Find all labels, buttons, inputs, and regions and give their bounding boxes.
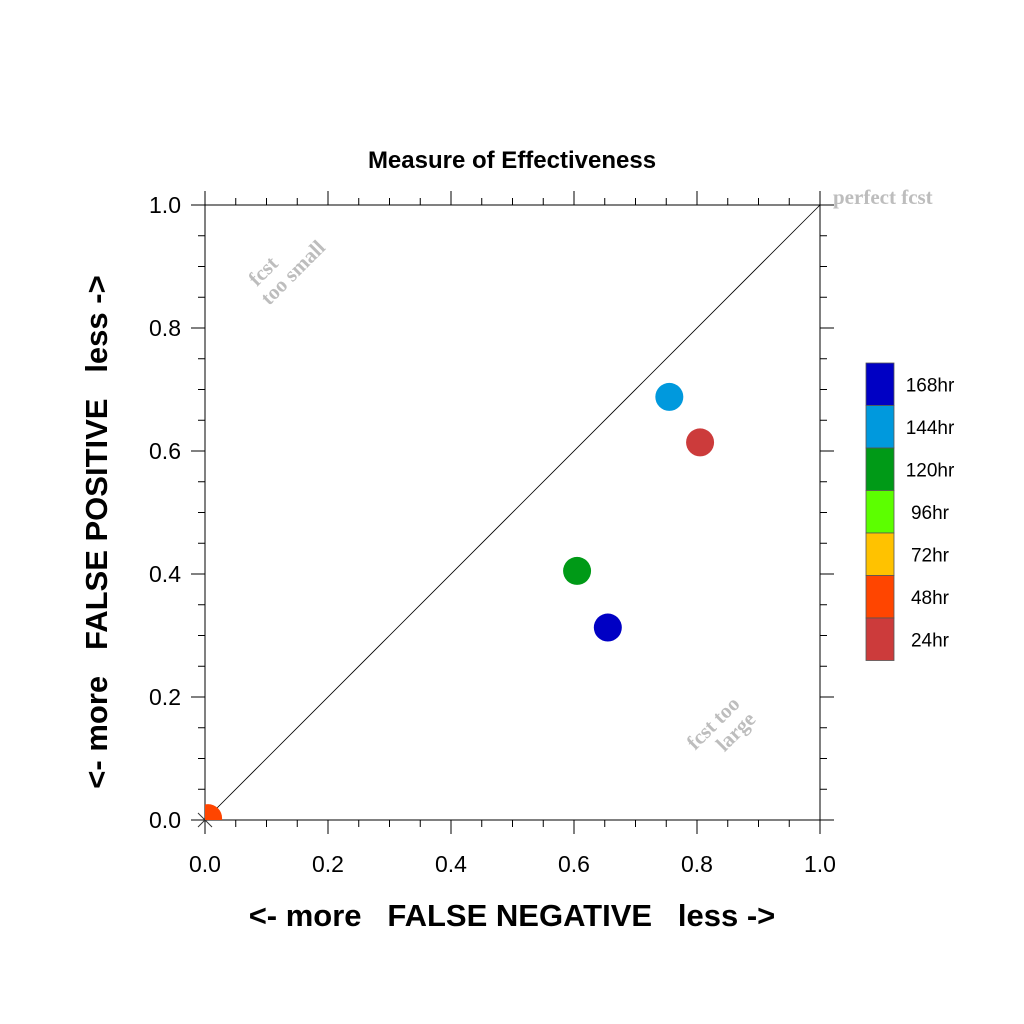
data-point-144hr — [655, 382, 684, 411]
y-tick-label: 0.4 — [149, 561, 181, 587]
legend-swatch-96hr — [865, 490, 895, 534]
x-tick-label: 0.0 — [189, 851, 221, 877]
chart-title: Measure of Effectiveness — [368, 147, 656, 174]
y-tick-label: 0.2 — [149, 684, 181, 710]
data-point-168hr — [593, 613, 622, 642]
x-tick-label: 0.8 — [681, 851, 713, 877]
perfect-forecast-line — [204, 204, 821, 821]
legend-label-24hr: 24hr — [911, 630, 950, 651]
too-large-annotation: fcst too large — [682, 692, 761, 756]
legend-swatch-24hr — [865, 617, 895, 661]
legend-label-120hr: 120hr — [906, 460, 955, 481]
x-axis-label: <- more FALSE NEGATIVE less -> — [249, 898, 776, 933]
legend-swatch-120hr — [865, 447, 895, 491]
legend-swatch-48hr — [865, 575, 895, 619]
legend-label-96hr: 96hr — [911, 503, 950, 524]
y-tick-label: 0.6 — [149, 438, 181, 464]
legend-label-48hr: 48hr — [911, 588, 950, 609]
legend-swatch-72hr — [865, 532, 895, 576]
x-tick-label: 0.4 — [435, 851, 467, 877]
data-point-24hr — [686, 428, 715, 457]
data-point-48hr — [205, 804, 223, 820]
legend-label-72hr: 72hr — [911, 545, 950, 566]
y-tick-label: 1.0 — [149, 192, 181, 218]
legend-label-144hr: 144hr — [906, 418, 955, 439]
legend-label-168hr: 168hr — [906, 375, 955, 396]
legend-swatch-168hr — [865, 362, 895, 406]
data-points — [205, 382, 715, 820]
y-tick-label: 0.8 — [149, 315, 181, 341]
too-small-annotation: fcst too small — [243, 235, 330, 309]
x-tick-label: 0.2 — [312, 851, 344, 877]
legend-swatch-144hr — [865, 405, 895, 449]
y-axis-label: <- more FALSE POSITIVE less -> — [79, 275, 114, 788]
y-tick-label: 0.0 — [149, 807, 181, 833]
legend: 168hr 144hr 120hr 96hr 72hr 48hr 24hr — [865, 362, 955, 661]
data-point-120hr — [563, 556, 592, 585]
x-tick-label: 1.0 — [804, 851, 836, 877]
perfect-forecast-label: perfect fcst — [833, 185, 933, 209]
plot-area: 0.0 0.2 0.4 0.6 0.8 1.0 0.0 0.2 0.4 0.6 0.8 1.0 — [149, 191, 836, 877]
x-tick-label: 0.6 — [558, 851, 590, 877]
